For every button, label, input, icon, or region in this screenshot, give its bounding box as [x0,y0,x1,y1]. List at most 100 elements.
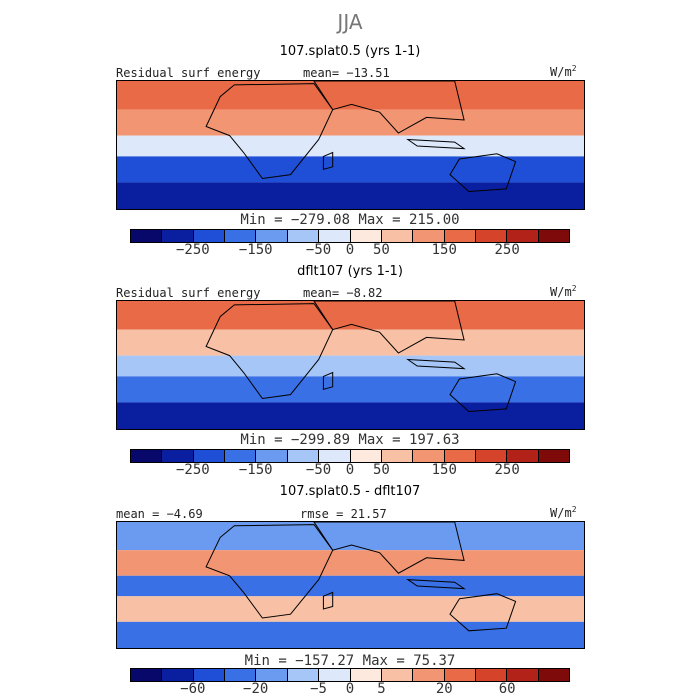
colorbar-tick-label: 60 [498,681,516,697]
colorbar-tick-label: 250 [494,462,520,478]
colorbar-swatch [256,450,288,462]
zone-band-southern-subtropics [117,376,584,403]
colorbar-swatch [507,230,539,242]
colorbar-swatch [350,230,382,242]
colorbar-swatch [444,669,476,681]
variable-label: Residual surf energy [116,286,261,300]
australia-outline [449,593,517,632]
zone-band-southern-subtropics [117,596,584,622]
panel-title: 107.splat0.5 - dflt107 [279,484,421,499]
colorbar-swatch [319,450,351,462]
zone-band-southern-ocean [117,621,584,648]
colorbar-swatch [350,669,382,681]
se-asia-islands-outline [406,138,466,150]
zone-band-tropics-south [117,355,584,377]
se-asia-islands-outline [406,579,466,590]
colorbar-tick-label: 0 [345,242,355,258]
colorbar-swatch [319,669,351,681]
mean-label: mean= −13.51 [303,66,390,80]
colorbar-swatch [256,669,288,681]
colorbar-swatch [475,450,508,462]
madagascar-outline [322,151,334,171]
colorbar-swatch [162,450,194,462]
colorbar-tick-label: 50 [372,242,390,258]
colorbar-swatch [381,230,414,242]
zone-band-southern-ocean [117,402,584,429]
colorbar-ticks-2: −250 −150 −50 0 50 150 250 [130,462,570,478]
madagascar-outline [322,371,334,391]
colorbar-swatch [475,669,508,681]
zone-band-northern-mid-latitudes [117,81,584,110]
australia-outline [449,153,517,193]
colorbar-swatch [225,669,257,681]
zone-band-northern-mid-latitudes [117,301,584,330]
colorbar-tick-label: −250 [175,242,210,258]
madagascar-outline [322,591,334,610]
min-max-label: Min = −157.27 Max = 75.37 [244,653,456,669]
colorbar-swatch [507,669,539,681]
colorbar-ticks-1: −250 −150 −50 0 50 150 250 [130,242,570,258]
colorbar-swatch [413,669,445,681]
colorbar-swatch [381,669,414,681]
mean-label: mean = −4.69 [116,507,203,521]
colorbar-swatch [319,230,351,242]
colorbar-tick-label: 50 [372,462,390,478]
colorbar-swatch [162,230,194,242]
variable-label: Residual surf energy [116,66,261,80]
mean-label: mean= −8.82 [303,286,383,300]
colorbar-swatch [287,450,320,462]
colorbar-swatch [287,669,320,681]
colorbar-swatch [131,669,163,681]
colorbar-swatch [193,230,226,242]
colorbar-tick-label: 250 [494,242,520,258]
colorbar-swatch [131,450,163,462]
colorbar-tick-label: −50 [305,462,332,478]
colorbar-swatch [381,450,414,462]
colorbar-swatch [444,450,476,462]
colorbar-swatch [256,230,288,242]
map-panel-3 [116,521,585,649]
colorbar-swatch [287,230,320,242]
colorbar-tick-label: 150 [431,462,457,478]
colorbar-swatch [350,450,382,462]
eurasia-outline [313,301,465,354]
zone-band-tropics-north [117,109,584,136]
australia-outline [449,373,517,413]
colorbar-1 [130,229,570,243]
panel-title: 107.splat0.5 (yrs 1-1) [279,44,421,59]
colorbar-tick-label: 0 [345,462,355,478]
colorbar-tick-label: −50 [305,242,332,258]
colorbar-swatch [193,450,226,462]
colorbar-ticks-3: −60 −20 −5 0 5 20 60 [130,681,570,697]
colorbar-tick-label: 150 [431,242,457,258]
units-label: W/m2 [550,284,577,299]
colorbar-tick-label: −150 [238,242,273,258]
map-panel-2 [116,300,585,430]
panel-title: dflt107 (yrs 1-1) [297,264,403,279]
units-label: W/m2 [550,64,577,79]
colorbar-tick-label: −5 [310,681,327,697]
colorbar-swatch [507,450,539,462]
colorbar-tick-label: −20 [243,681,269,697]
season-title: JJA [337,10,363,34]
zone-band-tropics-south [117,575,584,597]
colorbar-swatch [538,669,570,681]
rmse-label: rmse = 21.57 [300,507,387,521]
colorbar-tick-label: 0 [345,681,355,697]
zone-band-tropics-north [117,550,584,576]
colorbar-swatch [413,450,445,462]
colorbar-tick-label: −60 [180,681,206,697]
colorbar-swatch [538,230,570,242]
colorbar-2 [130,449,570,463]
colorbar-swatch [413,230,445,242]
colorbar-3 [130,668,570,682]
min-max-label: Min = −279.08 Max = 215.00 [240,212,460,228]
zone-band-northern-mid-latitudes [117,522,584,551]
zone-band-southern-subtropics [117,156,584,183]
colorbar-tick-label: 20 [435,681,453,697]
colorbar-swatch [538,450,570,462]
map-panel-1 [116,80,585,210]
colorbar-swatch [225,230,257,242]
min-max-label: Min = −299.89 Max = 197.63 [240,432,460,448]
colorbar-swatch [225,450,257,462]
